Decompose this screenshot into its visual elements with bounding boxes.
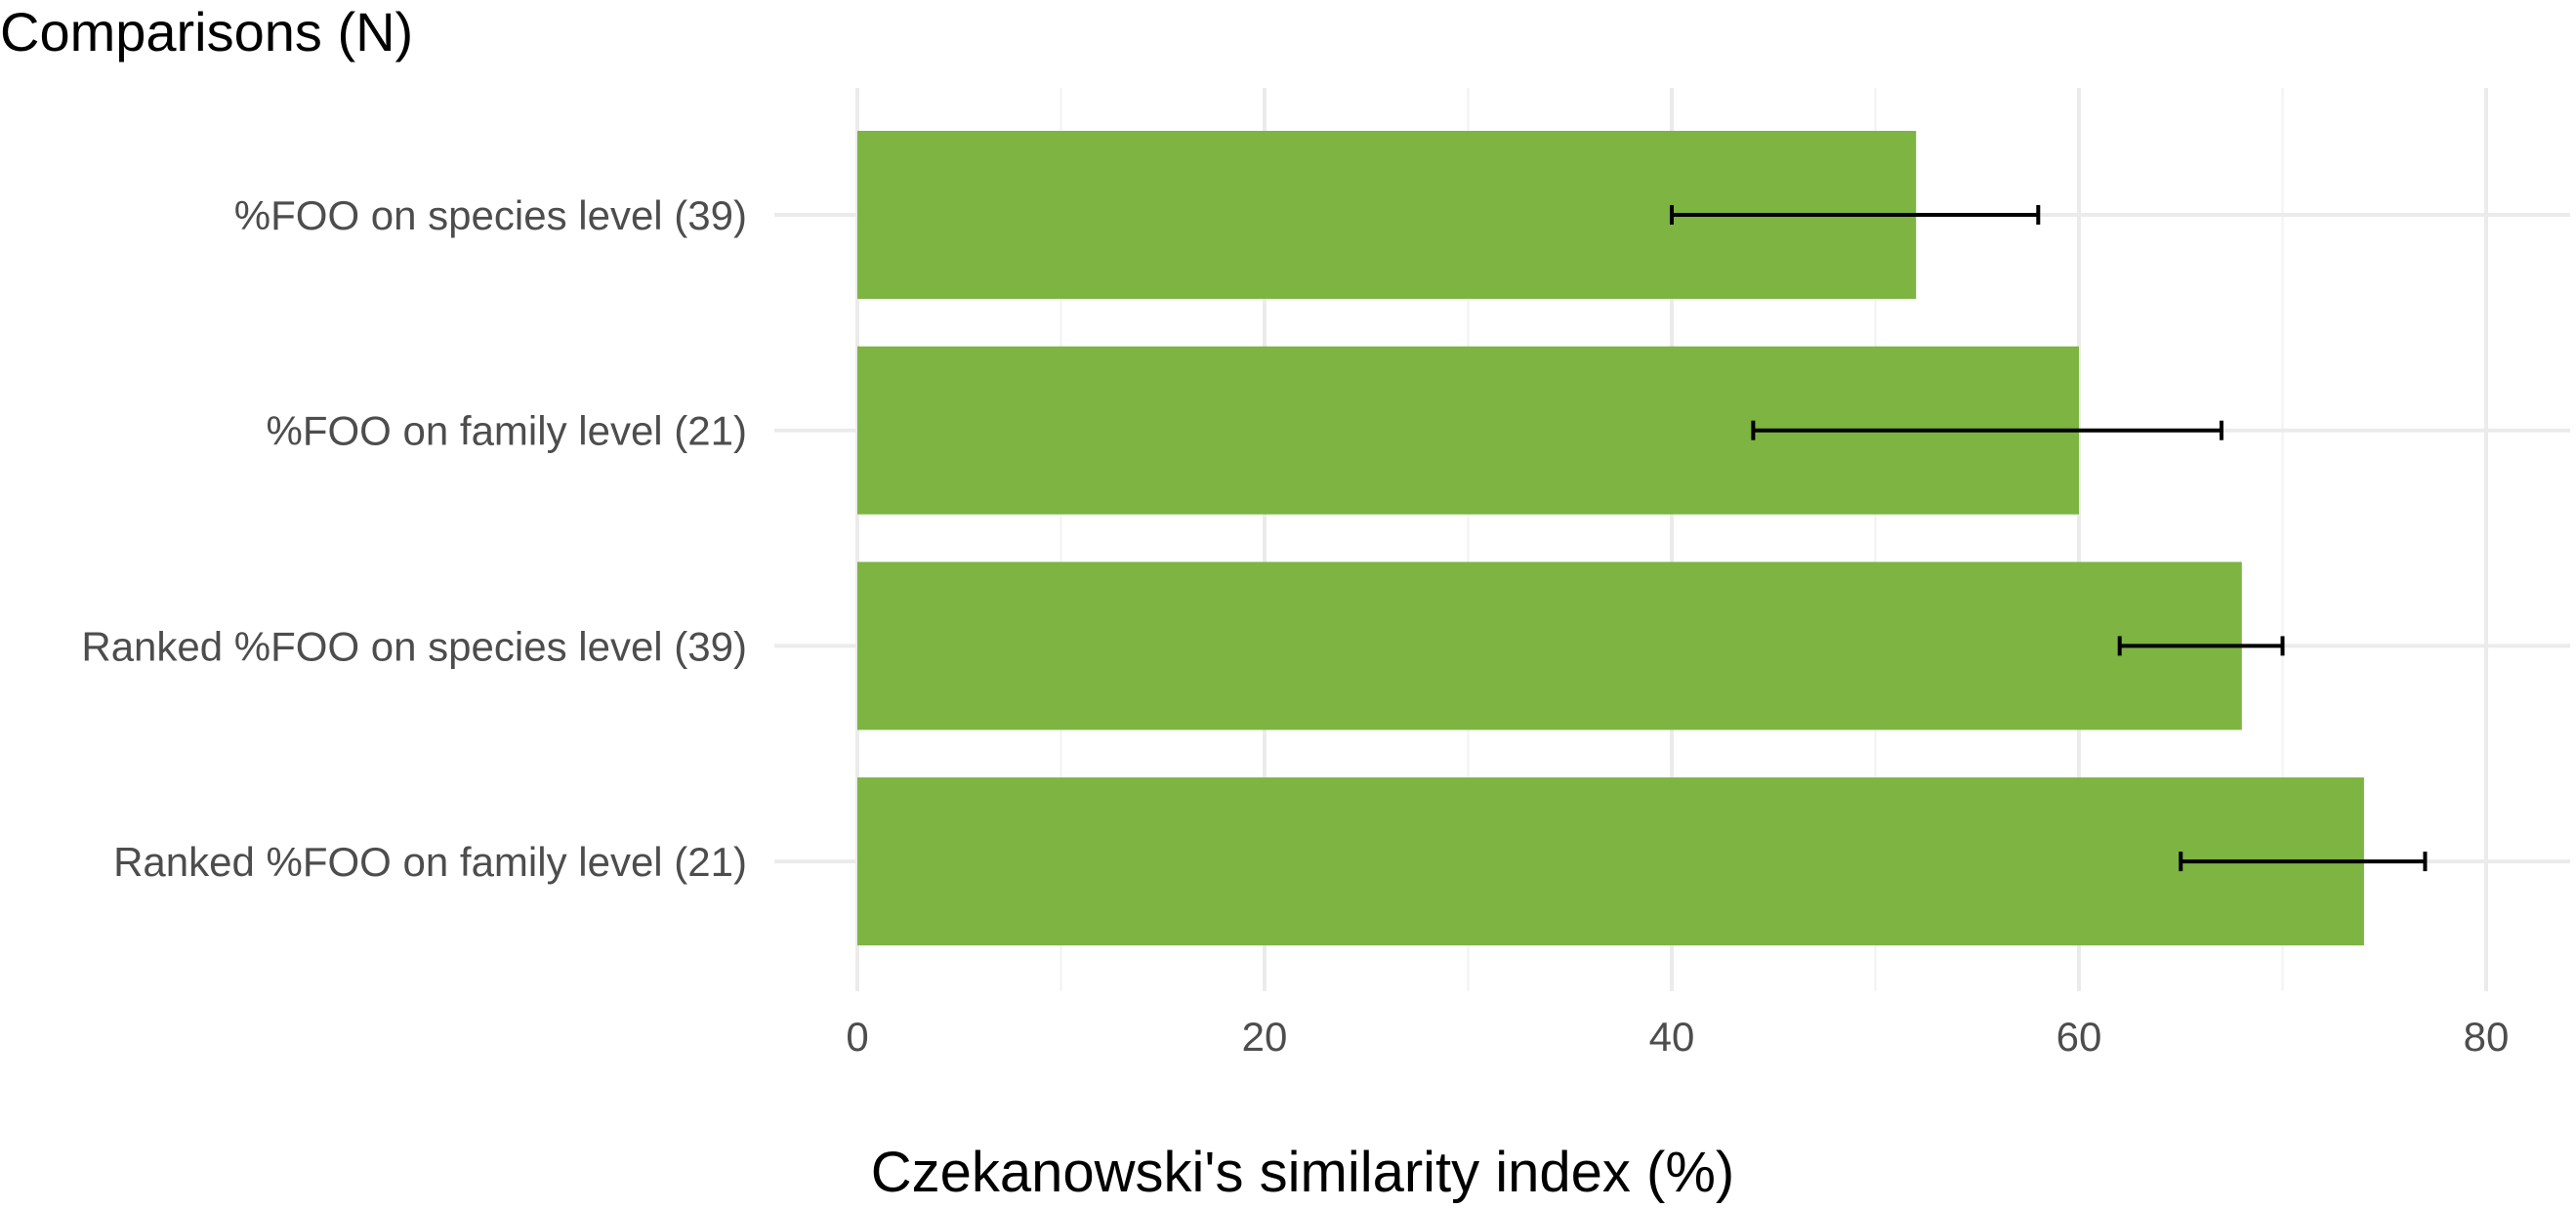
category-label: Ranked %FOO on species level (39) <box>81 623 747 669</box>
x-tick-label: 0 <box>846 1014 868 1060</box>
category-label: Ranked %FOO on family level (21) <box>113 839 747 885</box>
y-axis-title: Comparisons (N) <box>0 1 413 63</box>
x-tick-label: 20 <box>1242 1014 1288 1060</box>
x-tick-labels: 0 20 40 60 80 <box>846 1014 2509 1060</box>
category-label: %FOO on family level (21) <box>267 408 747 454</box>
bar-layer <box>857 131 2364 946</box>
category-label: %FOO on species level (39) <box>234 192 747 238</box>
error-bar <box>1670 205 2041 225</box>
bar <box>857 777 2364 946</box>
error-bar <box>2117 636 2285 656</box>
error-bar <box>2179 852 2428 872</box>
x-tick-label: 80 <box>2464 1014 2510 1060</box>
x-tick-label: 40 <box>1649 1014 1695 1060</box>
x-tick-label: 60 <box>2057 1014 2102 1060</box>
error-bar <box>1751 420 2223 440</box>
category-labels: %FOO on species level (39) %FOO on family… <box>81 192 747 885</box>
errorbar-layer <box>1670 205 2428 872</box>
bar <box>857 562 2242 730</box>
x-axis-title: Czekanowski's similarity index (%) <box>871 1141 1735 1204</box>
